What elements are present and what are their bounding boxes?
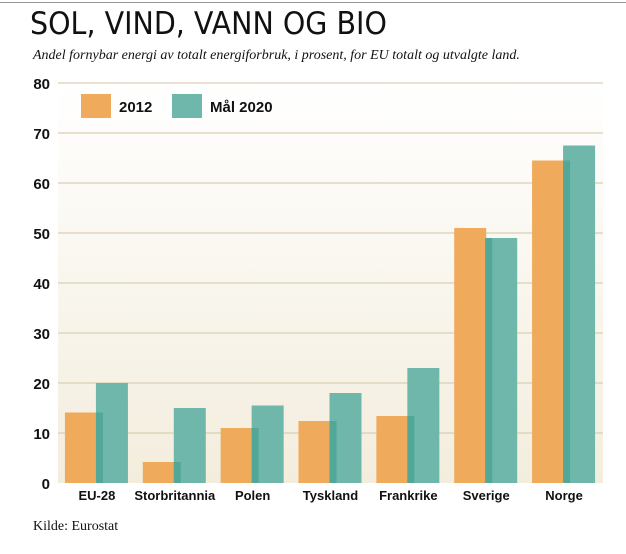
bar-2012	[64, 412, 97, 483]
bar-2012	[298, 421, 331, 483]
y-tick-label: 20	[33, 376, 50, 393]
legend-label-2012: 2012	[119, 99, 152, 116]
bar-shadow	[173, 462, 181, 483]
x-tick-label: Polen	[235, 488, 270, 503]
bar-2012	[142, 462, 175, 483]
y-tick-label: 70	[33, 126, 50, 143]
bar-shadow	[407, 416, 415, 483]
x-tick-label: Tyskland	[303, 488, 358, 503]
top-rule	[0, 2, 626, 3]
x-tick-label: Frankrike	[379, 488, 438, 503]
bar-shadow	[251, 428, 259, 483]
bar-2012	[220, 428, 253, 483]
legend-label-maal-2020: Mål 2020	[210, 99, 273, 116]
x-tick-label: Storbritannia	[134, 488, 216, 503]
bar-shadow	[563, 160, 571, 483]
chart-title: SOL, VIND, VANN OG BIO	[30, 6, 387, 42]
y-tick-label: 10	[33, 426, 50, 443]
bar-shadow	[485, 238, 493, 483]
x-tick-label: EU-28	[78, 488, 115, 503]
bar-shadow	[95, 412, 103, 483]
legend-swatch-2012	[81, 94, 111, 118]
x-tick-label: Sverige	[463, 488, 510, 503]
y-tick-label: 50	[33, 226, 50, 243]
bar-shadow	[329, 421, 337, 483]
legend-swatch-maal-2020	[172, 94, 202, 118]
y-tick-label: 30	[33, 326, 50, 343]
y-tick-label: 40	[33, 276, 50, 293]
chart-subtitle: Andel fornybar energi av totalt energifo…	[33, 48, 520, 63]
x-tick-label: Norge	[545, 488, 583, 503]
bar-2012	[454, 228, 487, 483]
source-note: Kilde: Eurostat	[33, 519, 119, 534]
bar-2012	[376, 416, 409, 483]
y-tick-label: 0	[42, 476, 50, 493]
y-tick-label: 80	[33, 76, 50, 93]
y-tick-label: 60	[33, 176, 50, 193]
bar-2012	[532, 160, 565, 483]
